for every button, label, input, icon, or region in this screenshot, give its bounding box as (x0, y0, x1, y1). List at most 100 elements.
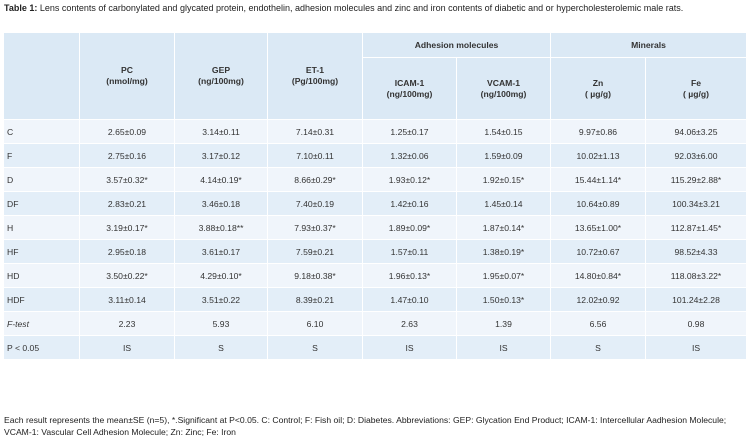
col-header-icam1-name: ICAM-1 (394, 77, 425, 88)
cell-vcam1: 1.39 (455, 311, 552, 336)
cell-pc: 3.11±0.14 (79, 287, 175, 312)
row-label: HF (3, 239, 80, 264)
cell-fe: 92.03±6.00 (645, 143, 748, 168)
cell-vcam1: 1.38±0.19* (455, 239, 552, 264)
row-label: F-test (3, 311, 80, 336)
caption-text: Lens contents of carbonylated and glycat… (37, 3, 684, 13)
cell-gep: 3.17±0.12 (174, 143, 268, 168)
cell-gep: 3.51±0.22 (174, 287, 268, 312)
table-row: F 2.75±0.16 3.17±0.12 7.10±0.11 1.32±0.06 1.5… (3, 143, 748, 168)
cell-et1: 8.39±0.21 (267, 287, 363, 312)
cell-fe: 115.29±2.88* (645, 167, 748, 192)
cell-fe: 118.08±3.22* (645, 263, 748, 288)
group-header-row: PC (nmol/mg) GEP (ng/100mg) ET-1 (Pg/100mg)… (3, 32, 748, 120)
cell-fe: IS (645, 335, 748, 360)
cell-gep: 4.29±0.10* (174, 263, 268, 288)
cell-fe: 100.34±3.21 (645, 191, 748, 216)
cell-et1: 7.14±0.31 (267, 119, 363, 144)
group-header-minerals: Minerals (550, 32, 748, 58)
cell-icam1: 1.47±0.10 (362, 287, 457, 312)
cell-icam1: 1.57±0.11 (362, 239, 457, 264)
col-header-fe: Fe( µg/g) (645, 57, 748, 120)
col-header-gep-unit: (ng/100mg) (198, 76, 244, 86)
cell-icam1: 1.42±0.16 (362, 191, 457, 216)
cell-pc: 3.50±0.22* (79, 263, 175, 288)
cell-icam1: 1.89±0.09* (362, 215, 457, 240)
table-row: HD 3.50±0.22* 4.29±0.10* 9.18±0.38* 1.96±0.1… (3, 263, 748, 288)
cell-et1: 7.93±0.37* (267, 215, 363, 240)
group-header-adhesion: Adhesion molecules (361, 32, 552, 58)
col-header-pc-unit: (nmol/mg) (106, 76, 148, 86)
table-row: F-test 2.23 5.93 6.10 2.63 1.39 6.56 0.98 (3, 311, 748, 336)
cell-fe: 0.98 (645, 311, 748, 336)
col-header-et1-unit: (Pg/100mg) (291, 76, 339, 86)
row-label: HDF (3, 287, 80, 312)
cell-vcam1: 1.50±0.13* (455, 287, 552, 312)
col-header-et1-name: ET-1 (305, 65, 325, 75)
col-header-pc-name: PC (121, 65, 133, 75)
col-header-gep: GEP (ng/100mg) (174, 32, 268, 120)
table-row: DF 2.83±0.21 3.46±0.18 7.40±0.19 1.42±0.16 1.… (3, 191, 748, 216)
sub-header-row: ICAM-1 (ng/100mg) VCAM-1 (ng/100mg) Zn( µg… (4, 57, 748, 120)
cell-gep: 3.14±0.11 (174, 119, 268, 144)
table-row: D 3.57±0.32* 4.14±0.19* 8.66±0.29* 1.93±0.12… (3, 167, 748, 192)
col-header-zn-unit: ( µg/g) (585, 88, 611, 99)
col-header-vcam1-unit: (ng/100mg) (480, 88, 527, 99)
col-header-vcam1-name: VCAM-1 (487, 77, 520, 88)
cell-vcam1: 1.45±0.14 (455, 191, 552, 216)
col-header-fe-name: Fe (691, 77, 702, 88)
cell-et1: 7.40±0.19 (267, 191, 363, 216)
table-body: C 2.65±0.09 3.14±0.11 7.14±0.31 1.25±0.17 1.5… (3, 119, 748, 360)
col-header-icam1: ICAM-1 (ng/100mg) (362, 57, 457, 120)
col-header-icam1-unit: (ng/100mg) (386, 88, 433, 99)
cell-vcam1: 1.87±0.14* (455, 215, 552, 240)
cell-pc: 2.83±0.21 (79, 191, 175, 216)
corner-cell (3, 32, 80, 120)
cell-et1: S (267, 335, 363, 360)
cell-et1: 6.10 (267, 311, 363, 336)
cell-zn: 9.97±0.86 (550, 119, 647, 144)
cell-gep: 4.14±0.19* (174, 167, 268, 192)
cell-pc: 2.65±0.09 (79, 119, 175, 144)
cell-icam1: 1.25±0.17 (362, 119, 457, 144)
cell-vcam1: 1.54±0.15 (455, 119, 552, 144)
cell-et1: 8.66±0.29* (267, 167, 363, 192)
cell-vcam1: IS (455, 335, 552, 360)
row-label: P < 0.05 (3, 335, 80, 360)
col-header-pc: PC (nmol/mg) (79, 32, 175, 120)
cell-vcam1: 1.59±0.09 (455, 143, 552, 168)
cell-icam1: 1.96±0.13* (362, 263, 457, 288)
cell-fe: 98.52±4.33 (645, 239, 748, 264)
table-row: P < 0.05 IS S S IS IS S IS (3, 335, 748, 360)
col-header-fe-unit: ( µg/g) (683, 88, 709, 99)
cell-fe: 94.06±3.25 (645, 119, 748, 144)
cell-gep: 3.88±0.18** (174, 215, 268, 240)
cell-gep: 5.93 (174, 311, 268, 336)
cell-pc: 2.23 (79, 311, 175, 336)
col-header-zn-name: Zn (592, 77, 604, 88)
cell-icam1: 1.93±0.12* (362, 167, 457, 192)
cell-fe: 101.24±2.28 (645, 287, 748, 312)
row-label: D (3, 167, 80, 192)
cell-zn: 15.44±1.14* (550, 167, 647, 192)
cell-fe: 112.87±1.45* (645, 215, 748, 240)
cell-et1: 7.59±0.21 (267, 239, 363, 264)
cell-icam1: IS (362, 335, 457, 360)
row-label: F (3, 143, 80, 168)
row-label: DF (3, 191, 80, 216)
cell-zn: 13.65±1.00* (550, 215, 647, 240)
col-header-vcam1: VCAM-1 (ng/100mg) (455, 57, 552, 120)
cell-gep: 3.46±0.18 (174, 191, 268, 216)
cell-vcam1: 1.95±0.07* (455, 263, 552, 288)
cell-vcam1: 1.92±0.15* (455, 167, 552, 192)
cell-zn: 10.72±0.67 (550, 239, 647, 264)
table-caption: Table 1: Lens contents of carbonylated a… (4, 3, 739, 15)
cell-et1: 9.18±0.38* (267, 263, 363, 288)
cell-zn: 12.02±0.92 (550, 287, 647, 312)
cell-pc: 2.75±0.16 (79, 143, 175, 168)
table-row: H 3.19±0.17* 3.88±0.18** 7.93±0.37* 1.89±0.0… (3, 215, 748, 240)
caption-label: Table 1: (4, 3, 38, 13)
cell-zn: 10.64±0.89 (550, 191, 647, 216)
table-row: HDF 3.11±0.14 3.51±0.22 8.39±0.21 1.47±0.10 1… (3, 287, 748, 312)
row-label: HD (3, 263, 80, 288)
